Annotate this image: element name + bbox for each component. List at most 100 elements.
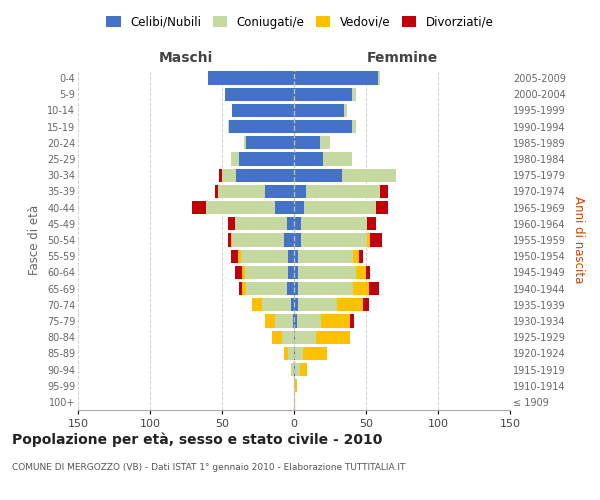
Bar: [225, 88, 294, 101]
Bar: [242, 282, 247, 295]
Bar: [294, 250, 298, 263]
Bar: [294, 314, 297, 328]
Bar: [232, 104, 294, 117]
Bar: [298, 282, 353, 295]
Text: Maschi: Maschi: [159, 51, 213, 65]
Bar: [219, 168, 222, 182]
Bar: [294, 136, 320, 149]
Bar: [352, 88, 356, 101]
Bar: [228, 234, 230, 246]
Bar: [208, 72, 294, 85]
Bar: [228, 217, 235, 230]
Bar: [298, 298, 337, 312]
Bar: [262, 298, 291, 312]
Bar: [367, 217, 376, 230]
Bar: [320, 136, 330, 149]
Bar: [295, 346, 302, 360]
Bar: [359, 250, 363, 263]
Bar: [294, 346, 295, 360]
Bar: [337, 298, 363, 312]
Bar: [235, 266, 242, 279]
Bar: [322, 314, 350, 328]
Bar: [301, 234, 367, 246]
Bar: [265, 314, 275, 328]
Bar: [293, 314, 294, 328]
Bar: [301, 217, 367, 230]
Bar: [294, 282, 298, 295]
Bar: [294, 152, 323, 166]
Bar: [298, 266, 356, 279]
Legend: Celibi/Nubili, Coniugati/e, Vedovi/e, Divorziati/e: Celibi/Nubili, Coniugati/e, Vedovi/e, Di…: [101, 11, 499, 34]
Bar: [192, 201, 206, 214]
Bar: [295, 363, 300, 376]
Bar: [304, 201, 376, 214]
Bar: [242, 266, 245, 279]
Bar: [284, 234, 294, 246]
Bar: [215, 185, 218, 198]
Bar: [305, 185, 380, 198]
Bar: [239, 282, 242, 295]
Bar: [367, 234, 370, 246]
Bar: [294, 168, 341, 182]
Bar: [294, 185, 305, 198]
Bar: [247, 136, 294, 149]
Bar: [288, 346, 294, 360]
Bar: [252, 298, 262, 312]
Bar: [287, 282, 294, 295]
Bar: [370, 234, 382, 246]
Y-axis label: Fasce di età: Fasce di età: [28, 205, 41, 275]
Bar: [284, 346, 288, 360]
Bar: [291, 363, 294, 376]
Bar: [350, 314, 355, 328]
Bar: [298, 250, 353, 263]
Bar: [244, 136, 247, 149]
Bar: [353, 282, 369, 295]
Bar: [297, 314, 322, 328]
Text: Femmine: Femmine: [367, 51, 437, 65]
Bar: [239, 152, 294, 166]
Bar: [235, 217, 287, 230]
Bar: [356, 266, 366, 279]
Bar: [363, 298, 369, 312]
Bar: [247, 282, 287, 295]
Text: Popolazione per età, sesso e stato civile - 2010: Popolazione per età, sesso e stato civil…: [12, 432, 382, 447]
Bar: [295, 379, 297, 392]
Bar: [236, 168, 294, 182]
Bar: [283, 330, 294, 344]
Bar: [323, 152, 352, 166]
Bar: [294, 120, 352, 134]
Y-axis label: Anni di nascita: Anni di nascita: [572, 196, 585, 284]
Bar: [218, 185, 265, 198]
Bar: [294, 396, 295, 408]
Bar: [230, 152, 239, 166]
Bar: [302, 346, 327, 360]
Bar: [206, 201, 275, 214]
Text: COMUNE DI MERGOZZO (VB) - Dati ISTAT 1° gennaio 2010 - Elaborazione TUTTITALIA.I: COMUNE DI MERGOZZO (VB) - Dati ISTAT 1° …: [12, 462, 406, 471]
Bar: [352, 120, 356, 134]
Bar: [294, 298, 298, 312]
Bar: [275, 314, 293, 328]
Bar: [232, 234, 284, 246]
Bar: [288, 250, 294, 263]
Bar: [241, 250, 288, 263]
Bar: [300, 363, 307, 376]
Bar: [275, 201, 294, 214]
Bar: [294, 379, 295, 392]
Bar: [287, 217, 294, 230]
Bar: [376, 201, 388, 214]
Bar: [294, 201, 304, 214]
Bar: [291, 298, 294, 312]
Bar: [295, 330, 316, 344]
Bar: [238, 250, 241, 263]
Bar: [366, 266, 370, 279]
Bar: [294, 330, 295, 344]
Bar: [228, 120, 229, 134]
Bar: [265, 185, 294, 198]
Bar: [294, 88, 352, 101]
Bar: [230, 250, 238, 263]
Bar: [230, 234, 232, 246]
Bar: [369, 282, 379, 295]
Bar: [344, 104, 347, 117]
Bar: [294, 234, 301, 246]
Bar: [229, 120, 294, 134]
